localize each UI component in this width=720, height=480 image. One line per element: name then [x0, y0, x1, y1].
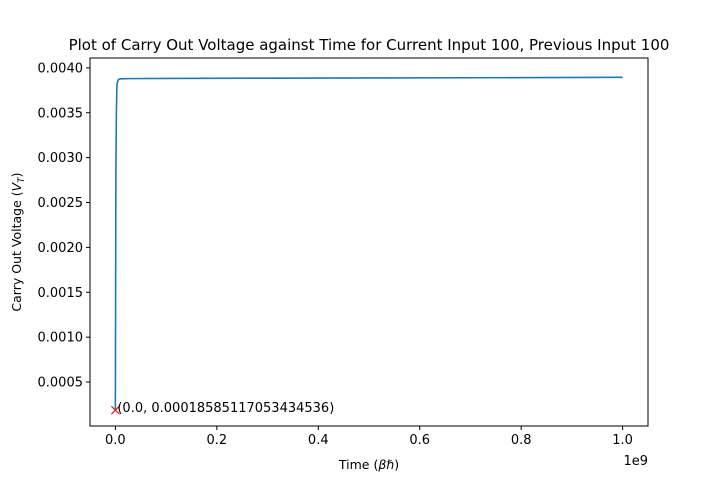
- y-tick-label: 0.0020: [38, 241, 84, 256]
- y-tick-label: 0.0010: [38, 331, 84, 346]
- y-tick-label: 0.0040: [38, 61, 84, 76]
- x-tick-label: 0.2: [206, 433, 227, 448]
- plot-area: (0.0, 0.00018585117053434536): [110, 76, 623, 416]
- x-axis-label: Time (βℏ): [338, 457, 399, 472]
- y-tick-label: 0.0015: [38, 286, 84, 301]
- data-point-marker: [110, 405, 120, 415]
- point-annotation: (0.0, 0.00018585117053434536): [117, 401, 334, 416]
- x-tick-label: 1.0: [612, 433, 633, 448]
- y-axis: 0.0005 0.0010 0.0015 0.0020 0.0025 0.0030 0.00…: [38, 61, 90, 391]
- x-tick-label: 0.8: [511, 433, 532, 448]
- axes-frame: [89, 57, 649, 427]
- series-line: [114, 76, 623, 411]
- y-axis-label: Carry Out Voltage (VT): [9, 172, 27, 311]
- x-tick-label: 0.4: [308, 433, 329, 448]
- y-tick-label: 0.0035: [38, 106, 84, 121]
- chart-title: Plot of Carry Out Voltage against Time f…: [69, 36, 670, 54]
- y-tick-label: 0.0005: [38, 376, 84, 391]
- x-offset-label: 1e9: [623, 454, 648, 469]
- y-tick-label: 0.0025: [38, 196, 84, 211]
- x-tick-label: 0.0: [105, 433, 126, 448]
- x-axis: 0.0 0.2 0.4 0.6 0.8 1.0: [105, 426, 633, 448]
- x-tick-label: 0.6: [409, 433, 430, 448]
- y-tick-label: 0.0030: [38, 151, 84, 166]
